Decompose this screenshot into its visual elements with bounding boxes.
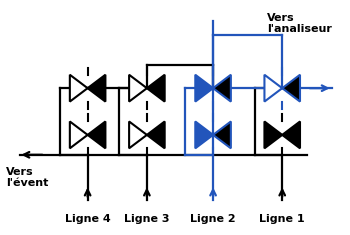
Polygon shape xyxy=(265,75,282,102)
Text: Vers
l'analiseur: Vers l'analiseur xyxy=(267,13,332,34)
Polygon shape xyxy=(70,121,88,148)
Polygon shape xyxy=(195,75,213,102)
Polygon shape xyxy=(195,121,213,148)
Polygon shape xyxy=(213,75,231,102)
Polygon shape xyxy=(213,121,231,148)
Text: Vers
l'évent: Vers l'évent xyxy=(6,167,48,188)
Text: Ligne 4: Ligne 4 xyxy=(65,214,111,224)
Polygon shape xyxy=(282,121,300,148)
Polygon shape xyxy=(70,75,88,102)
Polygon shape xyxy=(129,121,147,148)
Text: Ligne 1: Ligne 1 xyxy=(259,214,305,224)
Polygon shape xyxy=(282,75,300,102)
Polygon shape xyxy=(88,75,105,102)
Polygon shape xyxy=(265,121,282,148)
Polygon shape xyxy=(129,75,147,102)
Text: Ligne 3: Ligne 3 xyxy=(124,214,170,224)
Polygon shape xyxy=(147,75,164,102)
Text: Ligne 2: Ligne 2 xyxy=(190,214,236,224)
Polygon shape xyxy=(147,121,164,148)
Polygon shape xyxy=(88,121,105,148)
